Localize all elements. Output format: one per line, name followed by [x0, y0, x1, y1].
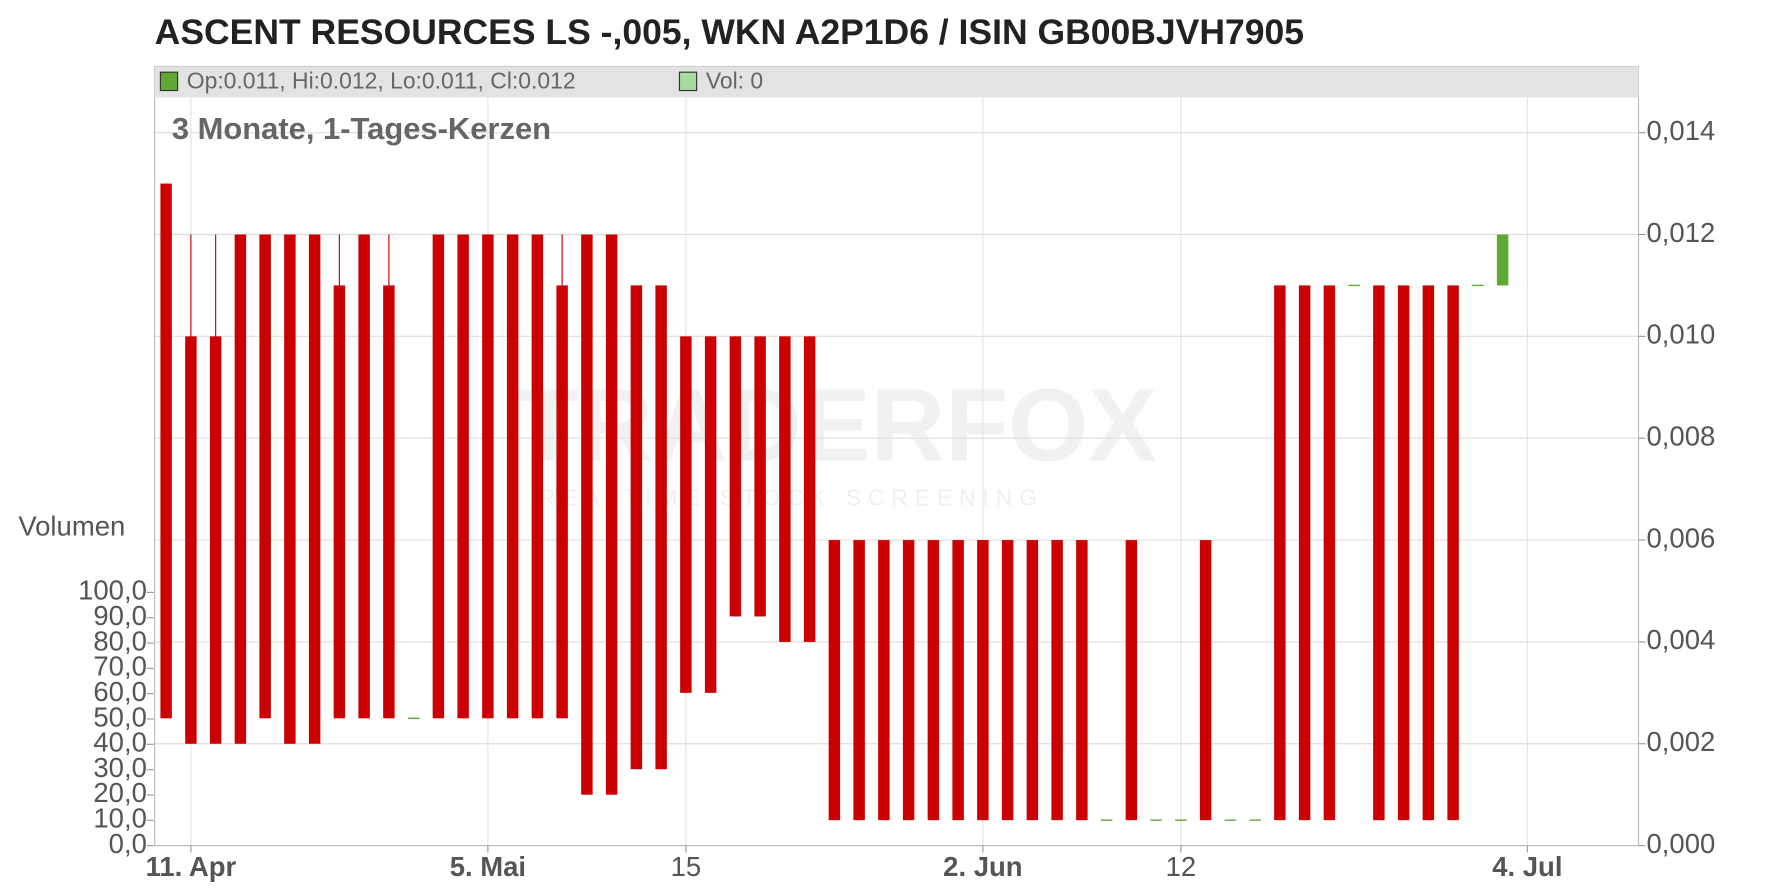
x-tick-label: 2. Jun — [943, 851, 1022, 882]
candle-body — [556, 285, 568, 719]
candle-body — [308, 234, 321, 744]
candle-body — [803, 336, 816, 642]
candle-body — [1001, 540, 1014, 821]
candle-body — [1026, 540, 1039, 821]
candle-body — [779, 336, 791, 642]
legend-swatch — [678, 71, 698, 92]
legend-ohlc: Op:0.011, Hi:0.012, Lo:0.011, Cl:0.012 — [187, 68, 576, 94]
y2-tick-label: 70,0 — [93, 651, 146, 682]
candle-body — [581, 234, 593, 795]
candle-body — [284, 234, 296, 744]
candle-body — [358, 234, 370, 719]
chart-title: ASCENT RESOURCES LS -,005, WKN A2P1D6 / … — [155, 12, 1304, 52]
candle-body — [1397, 285, 1410, 821]
candle-body — [927, 540, 940, 821]
x-tick-label: 12 — [1166, 851, 1197, 882]
y2-tick-label: 0,0 — [109, 828, 147, 859]
candle-body — [754, 336, 766, 617]
candle-body — [704, 336, 717, 693]
candle-body — [902, 540, 915, 821]
y-tick-label: 0,012 — [1647, 217, 1716, 248]
x-tick-label: 15 — [671, 851, 702, 882]
y-tick-label: 0,014 — [1647, 115, 1716, 146]
candle-body — [977, 540, 989, 821]
candle-body — [432, 234, 445, 719]
candle-body — [482, 234, 494, 719]
candle-body — [630, 285, 643, 770]
candle-body — [185, 336, 197, 744]
candle-body — [160, 183, 172, 719]
candle-body — [1051, 540, 1063, 821]
candle-body — [605, 234, 618, 795]
candle-body — [457, 234, 469, 719]
candle-body — [878, 540, 890, 821]
candle-body — [655, 285, 667, 770]
y2-tick-label: 40,0 — [93, 727, 146, 758]
x-tick-label: 4. Jul — [1492, 851, 1562, 882]
candle-body — [1076, 540, 1088, 821]
candle-body — [531, 234, 544, 719]
y-tick-label: 0,010 — [1647, 319, 1716, 350]
x-tick-label: 11. Apr — [146, 851, 237, 882]
watermark: TRADERFOX — [516, 367, 1158, 482]
legend-swatch — [159, 71, 179, 92]
candle-body — [1323, 285, 1336, 821]
y2-tick-label: 60,0 — [93, 676, 146, 707]
candle-body — [1496, 234, 1509, 286]
y-tick-label: 0,000 — [1647, 828, 1716, 859]
candle-body — [333, 285, 346, 719]
candle-body — [1125, 540, 1138, 821]
y2-tick-label: 20,0 — [93, 777, 146, 808]
y-tick-label: 0,006 — [1647, 522, 1716, 553]
y2-tick-label: 90,0 — [93, 600, 146, 631]
candle-body — [209, 336, 222, 744]
y-tick-label: 0,002 — [1647, 726, 1716, 757]
candle-body — [729, 336, 742, 617]
plot-frame — [154, 65, 1640, 847]
candle-body — [828, 540, 841, 821]
candle-body — [1199, 540, 1212, 821]
candle-body — [1298, 285, 1311, 821]
y2-tick-label: 10,0 — [93, 803, 146, 834]
chart-subtitle: 3 Monate, 1-Tages-Kerzen — [172, 111, 551, 146]
volume-label: Volumen — [18, 510, 125, 541]
y2-tick-label: 50,0 — [93, 701, 146, 732]
y-tick-label: 0,004 — [1647, 624, 1716, 655]
candle-body — [383, 285, 395, 719]
candle-body — [234, 234, 247, 744]
x-tick-label: 5. Mai — [450, 851, 526, 882]
candle-body — [1274, 285, 1286, 821]
candle-body — [1422, 285, 1435, 821]
y2-tick-label: 80,0 — [93, 625, 146, 656]
legend-bar — [154, 66, 1639, 98]
candle-body — [952, 540, 964, 821]
legend-volume: Vol: 0 — [706, 68, 763, 94]
y-tick-label: 0,008 — [1647, 420, 1716, 451]
candle-body — [853, 540, 865, 821]
candle-body — [1373, 285, 1385, 821]
candle-body — [680, 336, 692, 693]
candle-body — [1447, 285, 1459, 821]
candle-body — [506, 234, 519, 719]
y2-tick-label: 30,0 — [93, 752, 146, 783]
candle-body — [259, 234, 271, 719]
y2-tick-label: 100,0 — [78, 575, 147, 606]
